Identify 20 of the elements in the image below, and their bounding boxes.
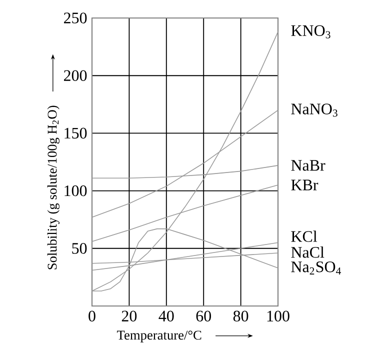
y-tick-label: 250 — [64, 12, 87, 24]
series-label: KBr — [291, 180, 318, 190]
y-axis-title: Solubility (g solute/100g H$_{2}$O) — [47, 106, 60, 270]
y-tick-label: 100 — [64, 185, 87, 196]
series-label: NaNO$_{3}$ — [291, 104, 338, 117]
y-tick-label: 150 — [64, 128, 87, 139]
series-label: NaCl — [291, 246, 324, 258]
series-label: NaBr — [291, 160, 326, 171]
x-tick-label: 0 — [88, 310, 96, 322]
x-tick-label: 60 — [196, 310, 211, 322]
series-label: KNO$_{3}$ — [291, 25, 330, 38]
x-tick-label: 40 — [158, 310, 174, 322]
x-tick-label: 100 — [267, 310, 290, 322]
y-tick-label: 50 — [72, 242, 87, 254]
x-tick-label: 80 — [233, 310, 248, 322]
x-axis-title: Temperature/°C — [117, 330, 202, 342]
series-label: Na$_{2}$SO$_{4}$ — [291, 261, 341, 274]
series-label: KCl — [291, 230, 318, 242]
y-tick-label: 200 — [64, 70, 87, 81]
x-tick-label: 20 — [122, 310, 137, 322]
